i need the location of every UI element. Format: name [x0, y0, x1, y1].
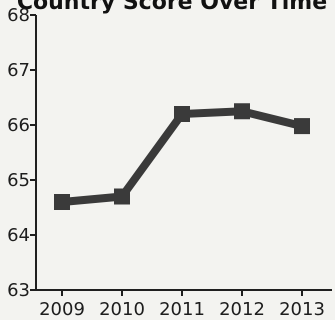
y-tick-label-1: 64: [7, 225, 30, 246]
data-point-0-1: [114, 188, 130, 205]
series-layer: [54, 103, 310, 210]
y-ticks: 63 64 65 66 67 68: [7, 5, 36, 301]
x-tick-label-4: 2013: [279, 299, 325, 320]
x-tick-label-3: 2012: [219, 299, 265, 320]
data-point-0-0: [54, 194, 70, 210]
series-line-0: [57, 107, 307, 207]
x-tick-label-2: 2011: [159, 299, 205, 320]
x-tick-label-1: 2010: [99, 299, 145, 320]
data-point-0-2: [174, 106, 190, 122]
chart-title: Country Score Over Time: [17, 0, 327, 15]
x-ticks: 2009 2010 2011 2012 2013: [39, 290, 325, 320]
y-tick-label-0: 63: [7, 280, 30, 301]
y-tick-label-4: 67: [7, 60, 30, 81]
y-tick-label-3: 66: [7, 115, 30, 136]
y-tick-label-5: 68: [7, 5, 30, 26]
data-point-0-4: [294, 118, 310, 135]
y-tick-label-2: 65: [7, 170, 30, 191]
x-tick-label-0: 2009: [39, 299, 85, 320]
data-point-0-3: [234, 103, 250, 120]
